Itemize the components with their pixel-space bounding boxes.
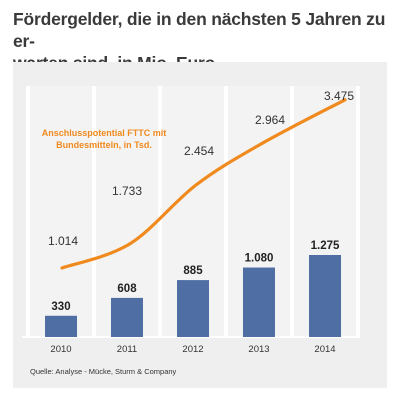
- x-tick-label: 2013: [248, 344, 269, 355]
- bar-value-label: 1.080: [245, 253, 274, 265]
- bar-value-label: 330: [51, 301, 70, 313]
- line-value-label: 3.475: [324, 89, 354, 103]
- column-background: [96, 86, 158, 338]
- x-tick-label: 2012: [182, 344, 203, 355]
- bar-value-labels: 330 608 885 1.080 1.275: [51, 240, 340, 313]
- line-value-label: 2.964: [255, 113, 285, 127]
- series-line: [60, 98, 347, 270]
- bar: [45, 315, 77, 337]
- bar-value-label: 885: [183, 265, 203, 277]
- bar: [309, 255, 341, 337]
- bar-value-label: 608: [117, 283, 137, 295]
- x-tick-label: 2010: [50, 344, 71, 355]
- bar: [111, 297, 143, 337]
- bar-series: [45, 255, 341, 337]
- line-value-label: 2.454: [184, 144, 214, 158]
- x-tick-label: 2011: [117, 344, 137, 355]
- line-series: [60, 98, 347, 270]
- x-tick-label: 2014: [314, 344, 335, 355]
- line-value-label: 1.014: [48, 234, 78, 248]
- line-value-label: 1.733: [112, 184, 142, 198]
- bar: [177, 280, 209, 337]
- line-series-label-text: Anschlusspotential FTTC mit: [42, 128, 167, 138]
- line-series-label-text: Bundesmitteln, in Tsd.: [56, 140, 152, 150]
- line-value-labels: 1.014 1.733 2.454 2.964 3.475: [48, 89, 354, 248]
- source-note: Quelle: Analyse - Mücke, Sturm & Company: [30, 367, 177, 376]
- bar: [243, 267, 275, 337]
- line-series-label: Anschlusspotential FTTC mit Bundesmitteln…: [42, 128, 167, 150]
- column-background: [30, 86, 92, 338]
- x-axis-tick-labels: 2010 2011 2012 2013 2014: [50, 344, 335, 355]
- bar-value-label: 1.275: [311, 240, 340, 252]
